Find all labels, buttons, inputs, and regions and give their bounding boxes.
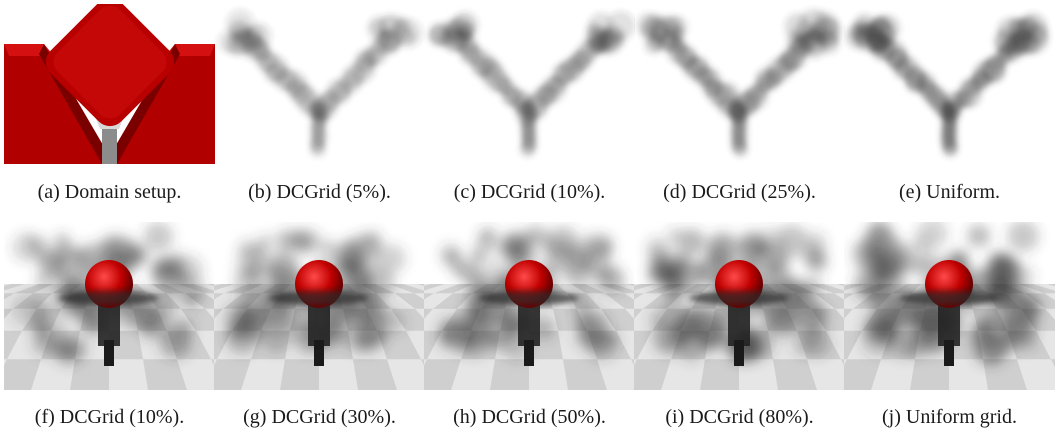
domain-setup-illustration <box>4 4 215 164</box>
caption-b: (b) DCGrid (5%). <box>248 181 391 203</box>
panel-j-smoke-sphere <box>844 222 1055 390</box>
smoke-plume-image <box>636 8 843 157</box>
panel-i-smoke-sphere <box>634 222 845 390</box>
panel-h-smoke-sphere <box>424 222 635 390</box>
smoke-plume-image <box>217 9 423 157</box>
caption-c: (c) DCGrid (10%). <box>453 181 606 203</box>
caption-j: (j) Uniform grid. <box>882 406 1017 428</box>
caption-d: (d) DCGrid (25%). <box>663 181 816 203</box>
smoke-sphere-image <box>214 222 425 390</box>
caption-f: (f) DCGrid (10%). <box>34 406 185 428</box>
smoke-sphere-image <box>844 222 1055 390</box>
panel-b-smoke-sim <box>214 4 425 164</box>
caption-a: (a) Domain setup. <box>37 181 182 203</box>
caption-e: (e) Uniform. <box>898 181 1001 203</box>
smoke-sphere-image <box>424 222 635 390</box>
smoke-sphere-image <box>634 222 845 390</box>
panel-c-smoke-sim <box>424 4 635 164</box>
smoke-plume-image <box>845 12 1050 157</box>
panel-g-smoke-sphere <box>214 222 425 390</box>
panel-a-domain-setup <box>4 4 215 164</box>
smoke-sphere-image <box>4 222 215 390</box>
caption-h: (h) DCGrid (50%). <box>453 406 606 428</box>
caption-g: (g) DCGrid (30%). <box>243 406 396 428</box>
panel-e-smoke-sim <box>844 4 1055 164</box>
panel-d-smoke-sim <box>634 4 845 164</box>
caption-i: (i) DCGrid (80%). <box>665 406 814 428</box>
smoke-plume-image <box>428 11 635 157</box>
panel-f-smoke-sphere <box>4 222 215 390</box>
